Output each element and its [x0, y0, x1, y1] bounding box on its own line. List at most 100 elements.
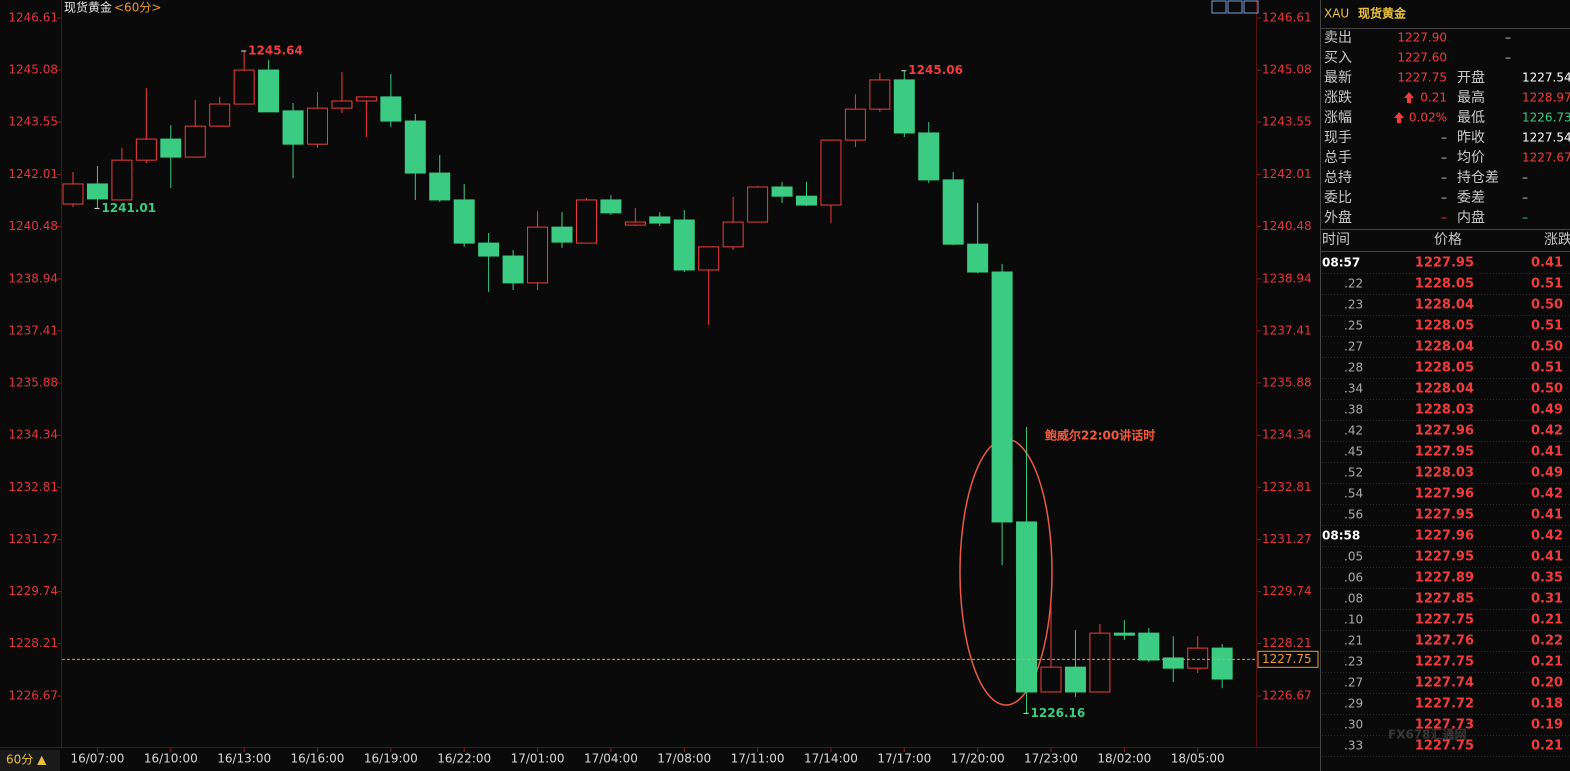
tick-price: 1227.76	[1415, 634, 1474, 649]
candle-body	[698, 246, 720, 271]
tick-change: 0.51	[1531, 361, 1563, 376]
tick-time: .08	[1344, 592, 1363, 606]
tick-time: .28	[1344, 361, 1363, 375]
candle-body	[844, 108, 866, 141]
candle-body	[1040, 666, 1062, 693]
quote-label: 委差	[1457, 190, 1485, 206]
y-tick-label: 1235.88	[8, 375, 58, 389]
tick-price: 1227.72	[1415, 697, 1474, 712]
period-selector[interactable]: 60分 ▲	[6, 753, 47, 767]
candle-body	[771, 186, 793, 197]
tick-time: .52	[1344, 466, 1363, 480]
candle-body	[355, 96, 377, 102]
y-tick-label: 1245.08	[8, 63, 58, 77]
quote-label: 总持	[1324, 170, 1352, 186]
tick-price: 1227.75	[1415, 613, 1474, 628]
x-tick-label: 18/05:00	[1171, 752, 1225, 766]
y2-tick-label: 1235.88	[1262, 375, 1312, 389]
candle-body	[527, 226, 549, 284]
candle-body	[209, 103, 231, 127]
candle-body	[575, 199, 597, 244]
x-tick-label: 17/11:00	[731, 752, 785, 766]
tick-change: 0.41	[1531, 256, 1563, 271]
tick-time: .23	[1344, 298, 1363, 312]
tick-change: 0.42	[1531, 424, 1563, 439]
tick-price: 1227.95	[1415, 445, 1474, 460]
chart-title: 现货黄金	[64, 0, 112, 15]
tool-icon[interactable]	[1243, 0, 1259, 14]
tick-time: .27	[1344, 340, 1363, 354]
y-tick-label: 1232.81	[8, 480, 58, 494]
candle-body	[184, 125, 206, 158]
x-tick-label: 16/19:00	[364, 752, 418, 766]
x-tick-label: 16/22:00	[437, 752, 491, 766]
period-button[interactable]	[0, 750, 60, 771]
tick-time: .45	[1344, 445, 1363, 459]
tick-price: 1228.03	[1415, 466, 1474, 481]
tick-change: 0.21	[1531, 613, 1563, 628]
tool-icon[interactable]	[1211, 0, 1227, 14]
candle-body	[942, 179, 964, 245]
last-price-label: 1227.75	[1262, 652, 1312, 666]
tick-time: 08:57	[1322, 256, 1360, 270]
quote-label: 涨跌	[1324, 90, 1352, 106]
candle-body	[404, 120, 426, 174]
tick-change: 0.50	[1531, 340, 1563, 355]
quote-value: 1228.97	[1522, 91, 1570, 105]
x-tick-label: 18/02:00	[1097, 752, 1151, 766]
candle-body	[380, 96, 402, 122]
tick-time: .10	[1344, 613, 1363, 627]
tick-price: 1227.96	[1415, 424, 1474, 439]
candle-body	[258, 69, 280, 113]
candle-body	[453, 199, 475, 244]
quote-value: 1227.54	[1522, 131, 1570, 145]
quote-label: 卖出	[1324, 30, 1352, 46]
x-tick-label: 17/14:00	[804, 752, 858, 766]
tick-price: 1227.95	[1415, 256, 1474, 271]
x-tick-label: 17/01:00	[511, 752, 565, 766]
tick-change: 0.18	[1531, 697, 1563, 712]
tick-time: .25	[1344, 319, 1363, 333]
y-tick-label: 1237.41	[8, 323, 58, 337]
tick-change: 0.51	[1531, 277, 1563, 292]
y-tick-label: 1242.01	[8, 167, 58, 181]
tick-change: 0.51	[1531, 319, 1563, 334]
x-tick-label: 16/10:00	[144, 752, 198, 766]
quote-value: 0.02%	[1409, 111, 1447, 125]
tick-change: 0.50	[1531, 382, 1563, 397]
tick-change: 0.22	[1531, 634, 1563, 649]
last-price-box	[1257, 650, 1319, 668]
candle-body	[135, 138, 157, 161]
tool-icon[interactable]	[1227, 0, 1243, 14]
quote-label: 持仓差	[1457, 170, 1499, 186]
quote-value: –	[1441, 131, 1447, 145]
quote-panel: 卖出 1227.90 – 买入 1227.60 – 最新 1227.75 开盘 1227.54 涨跌…	[1322, 30, 1570, 757]
tick-price: 1228.04	[1415, 340, 1474, 355]
y-tick-label: 1240.48	[8, 219, 58, 233]
tick-price: 1228.04	[1415, 298, 1474, 313]
candle-body	[111, 159, 133, 201]
quote-label: 涨幅	[1324, 110, 1352, 126]
tick-time: .06	[1344, 571, 1363, 585]
tick-change: 0.41	[1531, 550, 1563, 565]
tick-header: 价格	[1434, 232, 1462, 248]
panel-name: 现货黄金	[1358, 6, 1407, 21]
y2-tick-label: 1240.48	[1262, 219, 1312, 233]
tick-change: 0.42	[1531, 487, 1563, 502]
quote-value: –	[1522, 171, 1528, 185]
quote-value: 1227.90	[1397, 31, 1447, 45]
tick-time: .38	[1344, 403, 1363, 417]
low-label: 1226.16	[1031, 706, 1086, 720]
tick-change: 0.21	[1531, 739, 1563, 754]
candle-body	[1211, 647, 1233, 680]
tick-change: 0.49	[1531, 466, 1563, 481]
quote-value: –	[1522, 191, 1528, 205]
tick-change: 0.21	[1531, 655, 1563, 670]
candle-body	[893, 79, 915, 134]
quote-value: –	[1441, 211, 1447, 225]
high-label: 1245.64	[248, 44, 303, 58]
candle-body	[502, 255, 524, 284]
tick-time: .29	[1344, 697, 1363, 711]
